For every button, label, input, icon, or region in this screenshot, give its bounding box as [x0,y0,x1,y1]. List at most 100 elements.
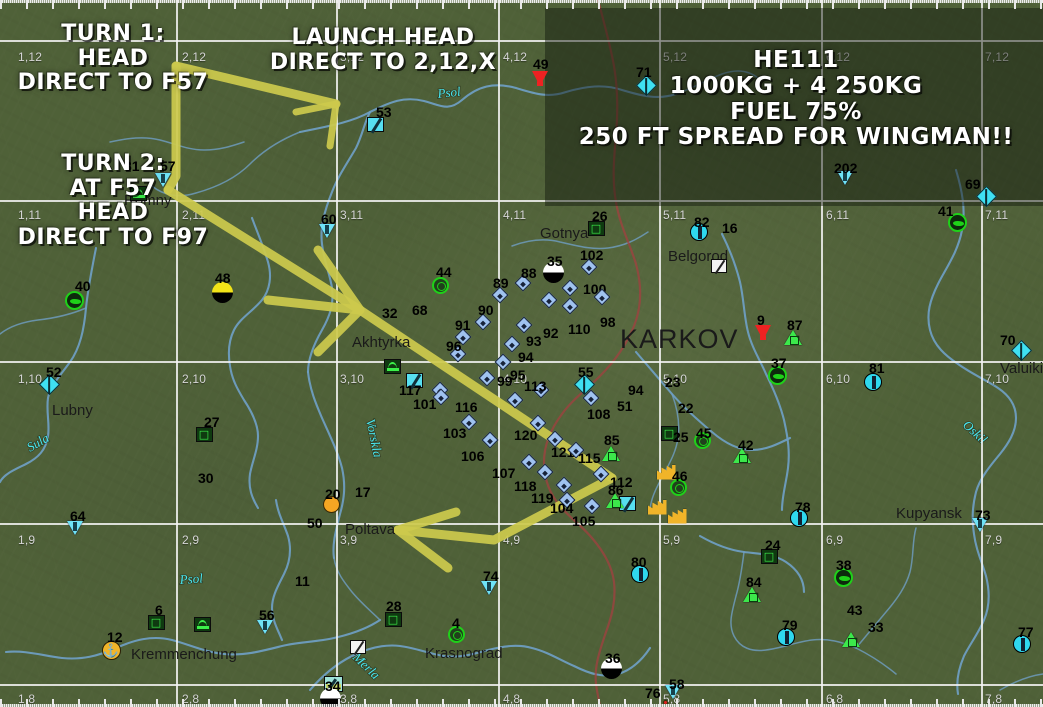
cyan-square-icon[interactable] [366,116,384,132]
triangle-icon[interactable] [606,492,624,508]
bridge-square-icon[interactable] [383,358,401,374]
marker-number: 40 [75,278,91,294]
ring-icon[interactable] [431,276,449,294]
marker-number: 85 [604,432,620,448]
dome-icon[interactable] [600,657,622,679]
airfield-icon[interactable] [767,365,787,385]
triangle-icon[interactable] [733,447,751,463]
marker-number: 43 [847,602,863,618]
shield-cyan-icon[interactable] [155,173,171,187]
annotation-loadout: He111 1000kg + 4 250kg Fuel 75% 250 ft s… [578,47,1014,151]
ring-icon[interactable] [693,431,711,449]
marker-number: 44 [436,264,452,280]
building-square-icon[interactable]: □ [195,426,213,442]
bridge-square-icon[interactable] [129,185,147,201]
marker-number: 102 [580,247,604,263]
city-icon[interactable] [1013,635,1031,653]
dome-yellow-icon[interactable] [211,281,233,303]
white-square-icon[interactable] [711,259,727,273]
city-icon[interactable] [790,509,808,527]
marker-number: 84 [746,574,762,590]
shield-cyan-icon[interactable] [972,518,988,532]
white-square-icon[interactable] [350,640,366,654]
shield-cyan-icon[interactable] [319,224,335,238]
grid-label: 6,9 [826,533,844,547]
cyan-square-icon[interactable] [405,372,423,388]
shield-cyan-icon[interactable] [665,685,681,699]
marker-number: 92 [543,325,559,341]
city-icon[interactable] [690,223,708,241]
marker-number: 104 [550,500,574,516]
triangle-icon[interactable] [842,631,860,647]
building-square-icon[interactable]: □ [384,611,402,627]
red-marker-icon[interactable] [532,70,548,86]
marker-number: 115 [578,450,601,466]
river-label: Psol [178,570,203,587]
loadout-info-panel-backdrop [545,8,1043,206]
marker-number: 56 [259,607,275,623]
marker-number: 108 [587,406,611,422]
grid-label: 3,12 [340,50,365,64]
city-icon[interactable] [631,565,649,583]
marker-number: 17 [355,484,371,500]
grid-line-vertical [336,0,338,707]
airfield-icon[interactable] [64,290,84,310]
airfield-icon[interactable] [833,567,853,587]
marker-number: 4 [452,615,460,631]
grid-label: 1,10 [18,372,43,386]
marker-number: 70 [1000,332,1016,348]
marker-number: 30 [198,470,214,486]
shield-cyan-icon[interactable] [837,171,853,185]
triangle-icon[interactable] [743,586,761,602]
marker-number: 31 [124,158,140,174]
building-square-icon[interactable]: □ [147,614,165,630]
building-square-icon[interactable]: □ [587,220,605,236]
shield-cyan-icon[interactable] [67,521,83,535]
annotation-turn2: Turn 2: at F57 Head Direct to F97 [17,151,209,250]
triangle-icon[interactable] [602,445,620,461]
marker-number: 73 [975,507,991,523]
marker-number: 106 [461,448,485,464]
triangle-icon[interactable] [784,329,802,345]
port-icon[interactable]: ⚓ [101,640,121,660]
grid-label: 2,12 [182,50,207,64]
marker-number: 69 [965,176,981,192]
grid-line-horizontal [0,361,1043,363]
marker-number: 37 [771,355,787,371]
city-icon[interactable] [777,628,795,646]
grid-label: 1,12 [18,50,43,64]
place-label-poltava: Poltava [345,521,396,538]
orange-circle-icon[interactable] [322,495,340,513]
marker-number: 32 [382,305,398,321]
marker-number: 119 [531,490,554,506]
marker-number: 118 [514,478,537,494]
marker-number: 45 [696,425,712,441]
grid-label: 1,9 [18,533,36,547]
marker-number: 22 [678,400,694,416]
place-label-karkov: KARKOV [620,324,739,354]
marker-number: 26 [592,208,608,224]
red-marker-icon[interactable] [755,324,771,340]
marker-number: 42 [738,437,754,453]
ring-icon[interactable] [447,625,465,643]
annotation-launch: Launch Head Direct to 2,12,X [269,25,497,75]
marker-number: 78 [795,499,811,515]
building-square-icon[interactable]: □ [760,548,778,564]
shield-cyan-icon[interactable] [257,620,273,634]
dome-icon[interactable] [542,261,564,283]
shield-cyan-icon[interactable] [481,581,497,595]
bridge-square-icon[interactable] [193,616,211,632]
building-square-icon[interactable]: □ [660,425,678,441]
marker-number: 116 [455,399,478,415]
grid-label: 6,10 [826,372,851,386]
airfield-icon[interactable] [947,212,967,232]
grid-label: 6,12 [826,50,851,64]
marker-number: 82 [694,214,710,230]
marker-number: 20 [325,486,341,502]
city-icon[interactable] [864,373,882,391]
ring-icon[interactable] [669,478,687,496]
marker-number: 16 [722,220,738,236]
marker-number: 34 [325,678,341,694]
